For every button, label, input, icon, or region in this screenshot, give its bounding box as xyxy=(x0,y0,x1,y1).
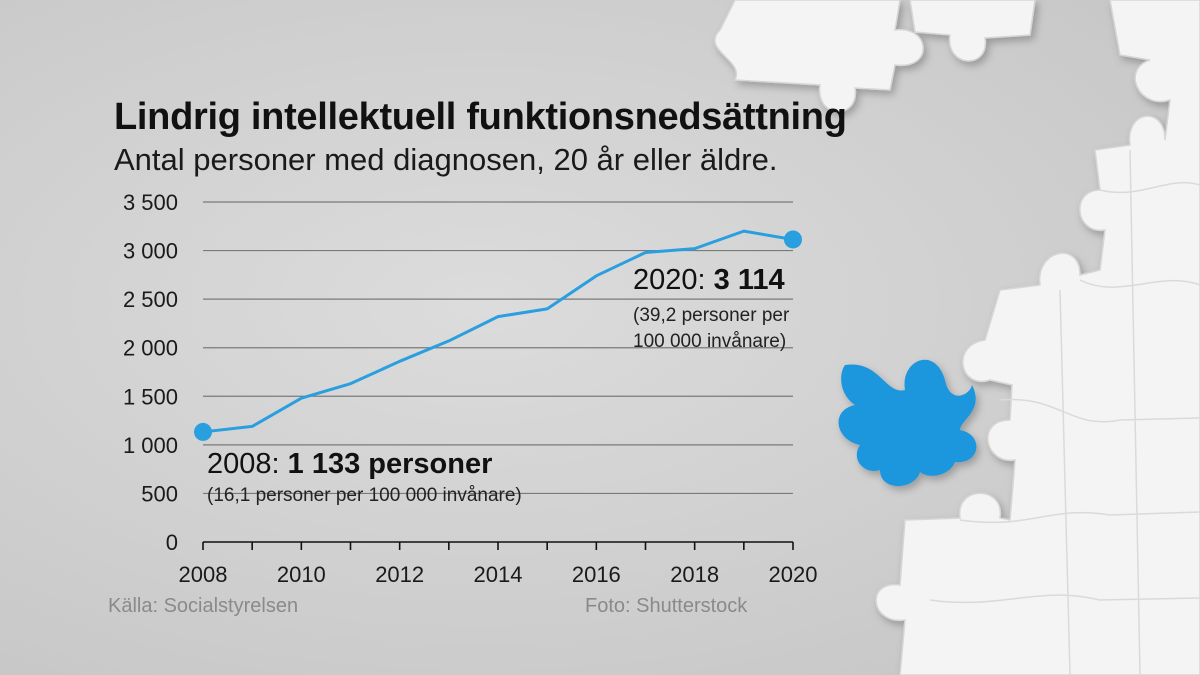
y-tick-label: 2 500 xyxy=(123,287,178,312)
source-credit: Källa: Socialstyrelsen xyxy=(108,595,299,617)
puzzle-white-mass xyxy=(875,0,1200,675)
x-tick-label: 2008 xyxy=(179,562,228,587)
x-tick-label: 2016 xyxy=(572,562,621,587)
data-point-2020 xyxy=(784,230,802,249)
series-line xyxy=(201,229,795,434)
photo-credit: Foto: Shutterstock xyxy=(585,595,748,617)
annotation-2008-year: 2008: xyxy=(207,448,280,480)
y-tick-label: 1 500 xyxy=(123,384,178,409)
annotation-2020-note-line1: (39,2 personer per xyxy=(633,305,790,326)
annotation-2020-year: 2020: xyxy=(633,264,706,296)
y-tick-label: 3 500 xyxy=(123,190,178,215)
annotation-2008-value: 1 133 personer xyxy=(287,448,493,480)
y-tick-label: 1 000 xyxy=(123,433,178,458)
chart-subtitle: Antal personer med diagnosen, 20 år elle… xyxy=(114,142,778,177)
annotation-2020-value: 3 114 xyxy=(713,264,785,296)
annotation-2020-note-line2: 100 000 invånare) xyxy=(633,331,787,352)
annotation-2008: 2008: 1 133 personer (16,1 personer per … xyxy=(207,448,522,509)
y-tick-label: 500 xyxy=(141,481,178,506)
puzzle-piece-top-right xyxy=(909,0,1036,62)
x-tick-label: 2010 xyxy=(277,562,326,587)
data-point-2008 xyxy=(194,422,212,441)
y-tick-label: 0 xyxy=(166,530,178,555)
x-tick-label: 2012 xyxy=(375,562,424,587)
x-tick-label: 2018 xyxy=(670,562,719,587)
x-tick-label: 2014 xyxy=(474,562,523,587)
chart-title: Lindrig intellektuell funktionsnedsättni… xyxy=(114,96,847,138)
x-tick-label: 2020 xyxy=(769,562,818,587)
y-tick-label: 3 000 xyxy=(123,239,178,264)
puzzle-piece-top-left xyxy=(714,0,924,113)
y-tick-label: 2 000 xyxy=(123,336,178,361)
annotation-2008-note: (16,1 personer per 100 000 invånare) xyxy=(207,485,522,506)
annotation-2020: 2020: 3 114 (39,2 personer per 100 000 i… xyxy=(633,264,789,355)
puzzle-piece-blue xyxy=(838,359,977,486)
